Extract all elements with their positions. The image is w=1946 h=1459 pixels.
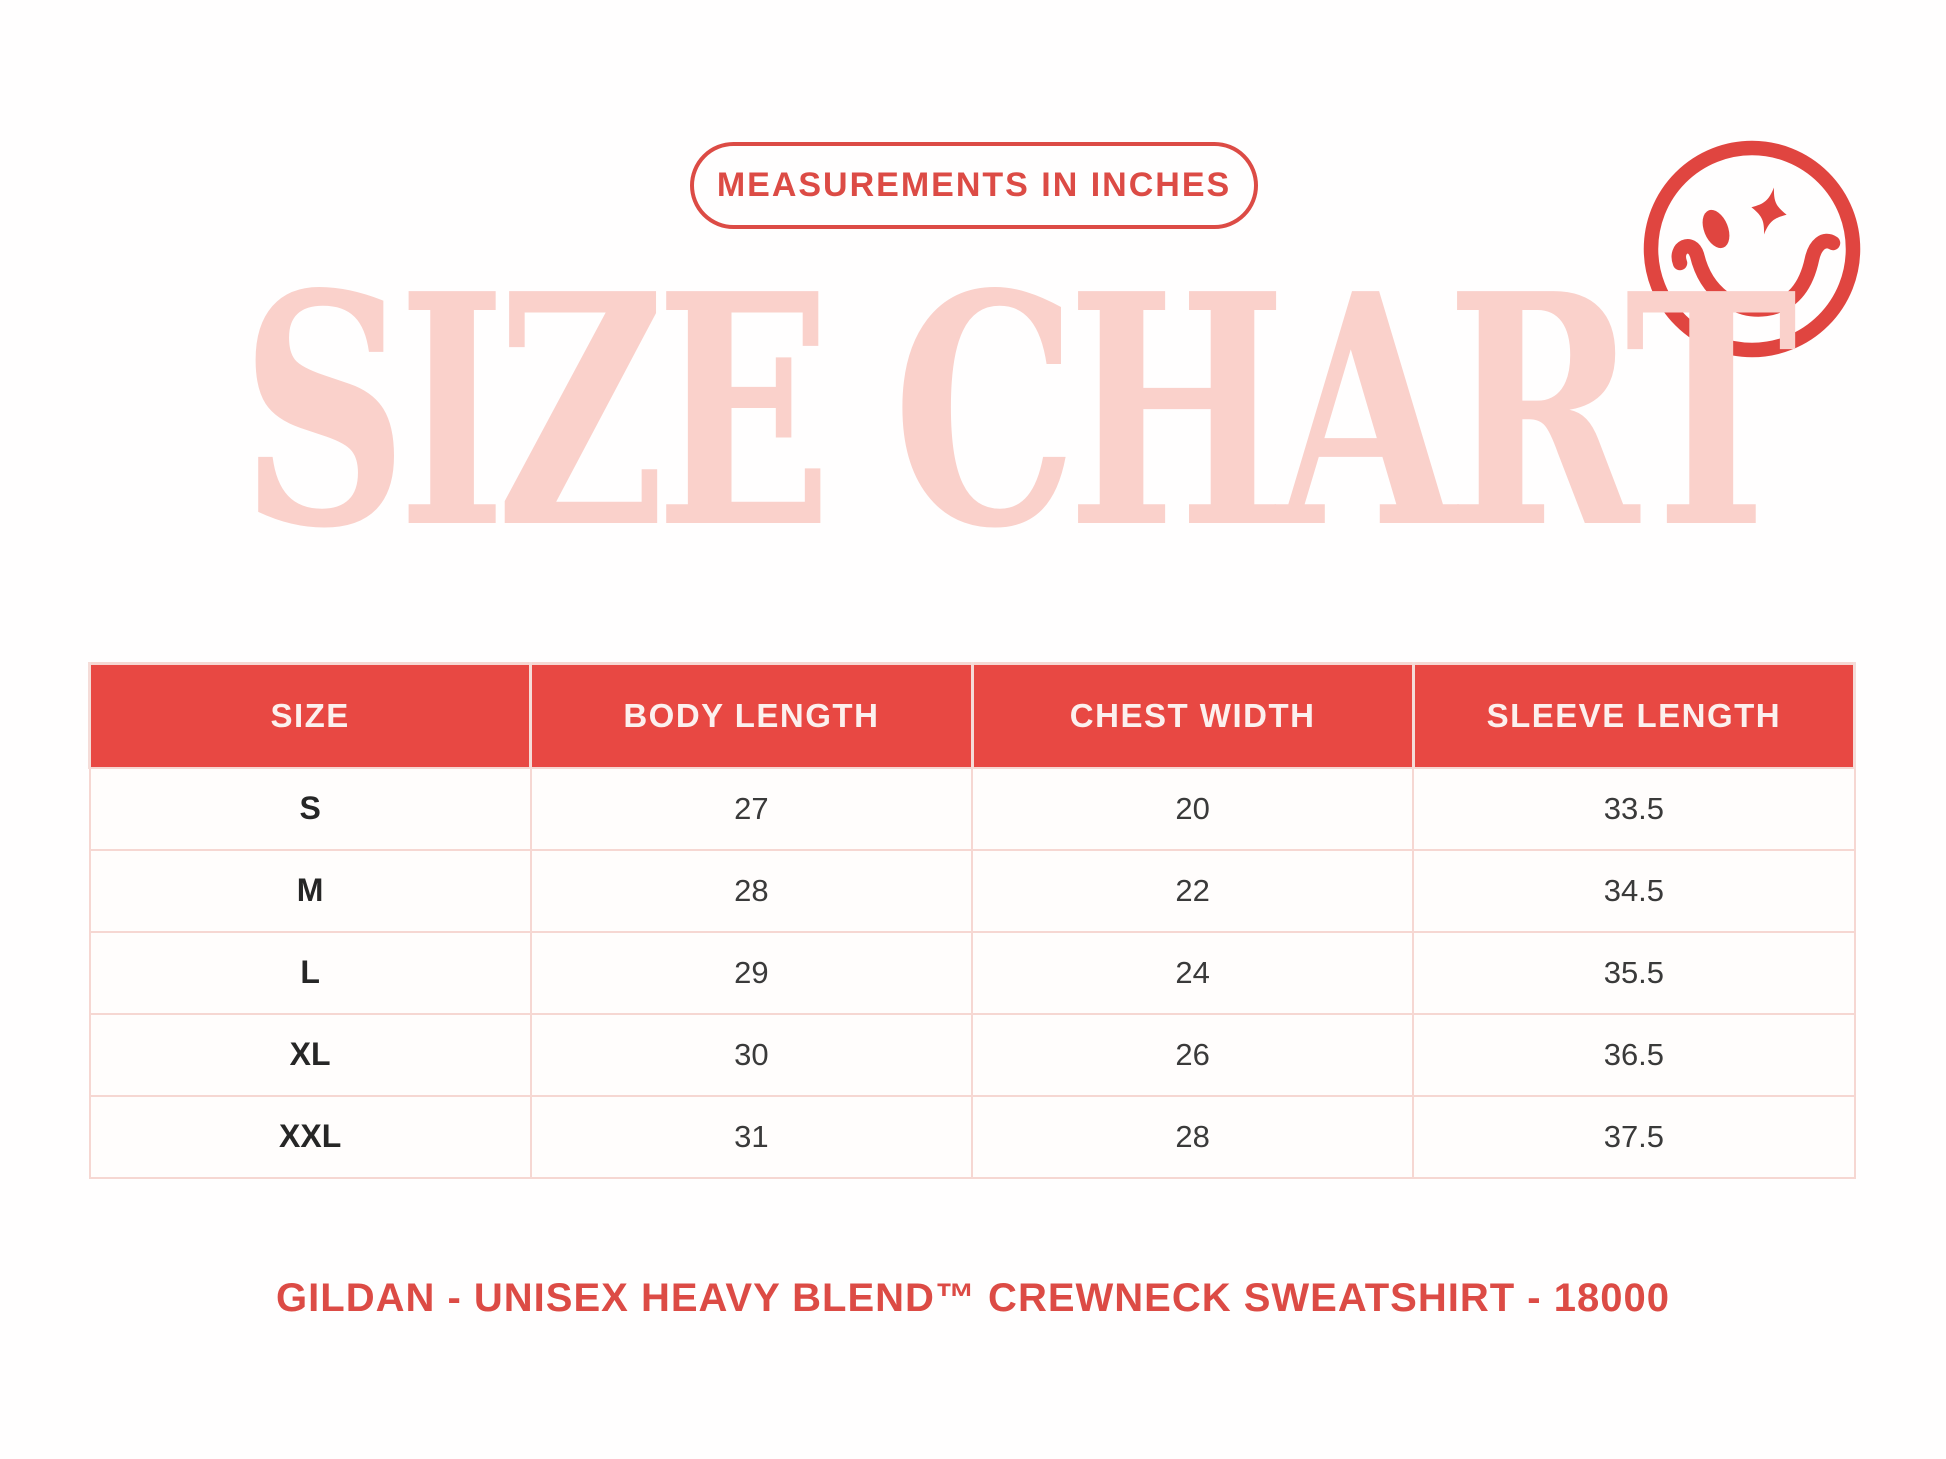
size-table: SIZE BODY LENGTH CHEST WIDTH SLEEVE LENG…: [87, 662, 1857, 1179]
column-header-body-length: BODY LENGTH: [529, 663, 974, 768]
table-row-m: M 28 22 34.5: [88, 848, 1856, 933]
cell-sleeve-length: 34.5: [1412, 848, 1856, 933]
cell-size: S: [88, 766, 532, 851]
size-table-header: SIZE BODY LENGTH CHEST WIDTH SLEEVE LENG…: [87, 663, 1857, 768]
cell-chest-width: 22: [970, 848, 1415, 933]
column-header-sleeve-length: SLEEVE LENGTH: [1411, 663, 1857, 768]
smiley-left-eye: [1702, 209, 1730, 249]
cell-size: XXL: [88, 1094, 532, 1179]
cell-body-length: 30: [529, 1012, 974, 1097]
cell-body-length: 28: [529, 848, 974, 933]
column-header-size: SIZE: [87, 663, 533, 768]
table-row-xl: XL 30 26 36.5: [88, 1012, 1856, 1097]
cell-chest-width: 20: [970, 766, 1415, 851]
cell-size: XL: [88, 1012, 532, 1097]
cell-chest-width: 28: [970, 1094, 1415, 1179]
cell-sleeve-length: 37.5: [1412, 1094, 1856, 1179]
cell-body-length: 29: [529, 930, 974, 1015]
table-row-s: S 27 20 33.5: [88, 766, 1856, 851]
table-row-l: L 29 24 35.5: [88, 930, 1856, 1015]
table-header-row: SIZE BODY LENGTH CHEST WIDTH SLEEVE LENG…: [87, 663, 1857, 768]
cell-body-length: 27: [529, 766, 974, 851]
smiley-sparkle-eye: [1751, 187, 1787, 235]
size-chart-title: SIZE CHART: [240, 224, 1797, 598]
smiley-face-outline: [1643, 140, 1861, 358]
measurements-badge-label: MEASUREMENTS IN INCHES: [716, 166, 1232, 204]
cell-sleeve-length: 35.5: [1412, 930, 1856, 1015]
product-name-text: GILDAN - UNISEX HEAVY BLEND™ CREWNECK SW…: [276, 1276, 1670, 1320]
cell-sleeve-length: 36.5: [1412, 1012, 1856, 1097]
smiley-smile: [1671, 233, 1841, 317]
size-table-body: S 27 20 33.5 M 28 22 34.5 L 29 24 35.5 X…: [88, 766, 1856, 1179]
cell-sleeve-length: 33.5: [1412, 766, 1856, 851]
cell-body-length: 31: [529, 1094, 974, 1179]
column-header-chest-width: CHEST WIDTH: [970, 663, 1415, 768]
cell-size: M: [88, 848, 532, 933]
cell-chest-width: 26: [970, 1012, 1415, 1097]
winking-smiley-icon: [1643, 140, 1861, 358]
cell-chest-width: 24: [970, 930, 1415, 1015]
measurements-badge: MEASUREMENTS IN INCHES: [690, 142, 1258, 229]
table-row-xxl: XXL 31 28 37.5: [88, 1094, 1856, 1179]
cell-size: L: [88, 930, 532, 1015]
